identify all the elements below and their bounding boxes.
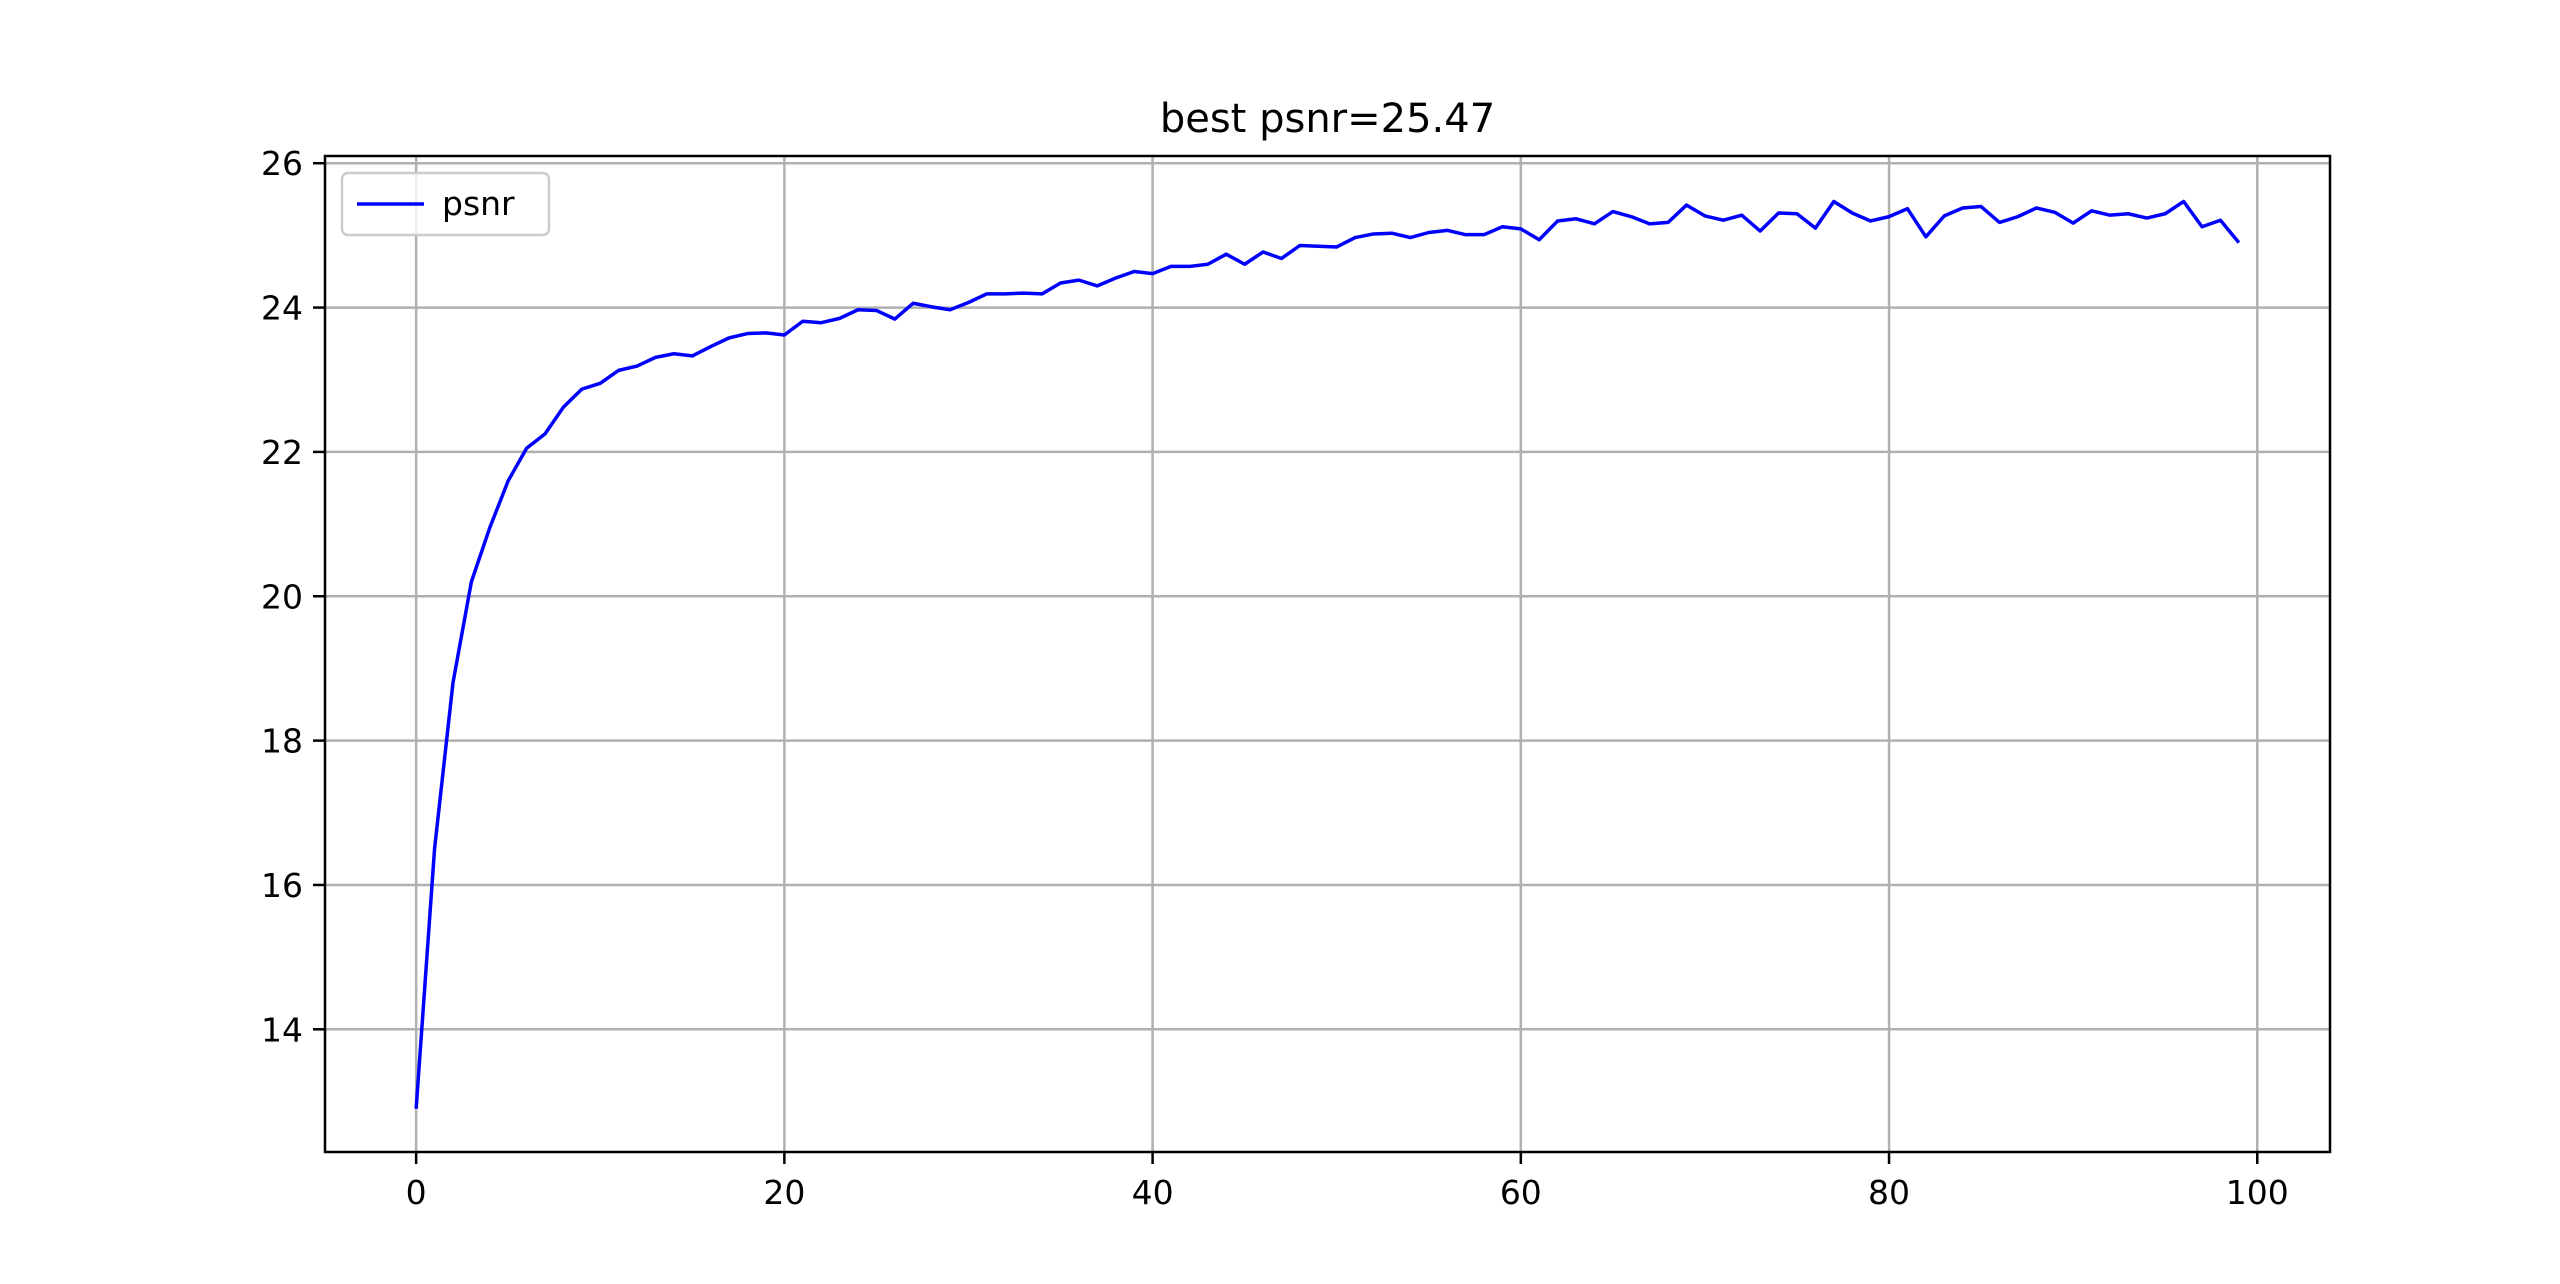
legend: psnr xyxy=(340,171,551,237)
y-tick-label: 14 xyxy=(261,1010,303,1049)
y-tick-label: 16 xyxy=(261,866,303,905)
grid-lines xyxy=(325,156,2330,1152)
x-tick-label: 0 xyxy=(406,1173,427,1212)
y-tick-label: 22 xyxy=(261,433,303,472)
plot-frame xyxy=(323,154,2332,1154)
x-tick-label: 60 xyxy=(1500,1173,1542,1212)
y-tick-label: 24 xyxy=(261,289,303,328)
y-tick-label: 18 xyxy=(261,722,303,761)
y-tick-label: 20 xyxy=(261,577,303,616)
axis-ticks: 0 20 40 60 80 100 14 16 18 20 22 24 26 xyxy=(261,144,2289,1212)
series-layer xyxy=(414,199,2241,1109)
x-tick-label: 40 xyxy=(1132,1173,1174,1212)
series-line-psnr xyxy=(414,199,2241,1109)
legend-box xyxy=(340,171,551,237)
x-tick-label: 80 xyxy=(1868,1173,1910,1212)
x-tick-label: 100 xyxy=(2226,1173,2289,1212)
y-tick-label: 26 xyxy=(261,144,303,183)
chart-title: best psnr=25.47 xyxy=(1160,96,1495,142)
x-tick-label: 20 xyxy=(763,1173,805,1212)
legend-label: psnr xyxy=(442,184,515,223)
